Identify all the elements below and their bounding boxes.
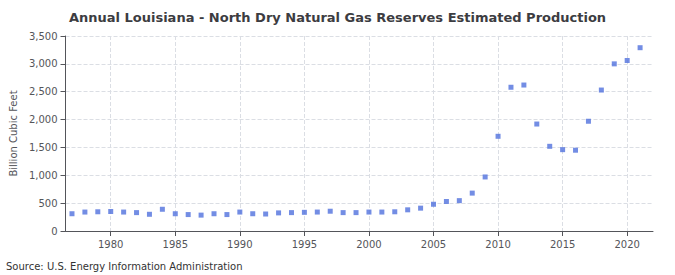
svg-text:Source: U.S. Energy Informatio: Source: U.S. Energy Information Administ… xyxy=(6,261,243,272)
svg-text:Annual Louisiana - North Dry N: Annual Louisiana - North Dry Natural Gas… xyxy=(69,10,606,25)
svg-text:2,000: 2,000 xyxy=(29,114,58,125)
svg-text:1995: 1995 xyxy=(292,239,317,250)
svg-text:1980: 1980 xyxy=(98,239,123,250)
svg-text:2000: 2000 xyxy=(356,239,381,250)
svg-text:1985: 1985 xyxy=(163,239,188,250)
svg-text:0: 0 xyxy=(51,226,57,237)
svg-text:1,000: 1,000 xyxy=(29,170,58,181)
svg-text:500: 500 xyxy=(38,198,57,209)
svg-text:Billion Cubic Feet: Billion Cubic Feet xyxy=(8,90,19,176)
svg-text:1990: 1990 xyxy=(227,239,252,250)
svg-text:2005: 2005 xyxy=(421,239,446,250)
svg-text:2010: 2010 xyxy=(485,239,510,250)
svg-text:2,500: 2,500 xyxy=(29,86,58,97)
svg-text:2015: 2015 xyxy=(550,239,575,250)
svg-text:3,000: 3,000 xyxy=(29,58,58,69)
svg-text:2020: 2020 xyxy=(614,239,639,250)
svg-text:1,500: 1,500 xyxy=(29,142,58,153)
svg-text:3,500: 3,500 xyxy=(29,31,58,42)
